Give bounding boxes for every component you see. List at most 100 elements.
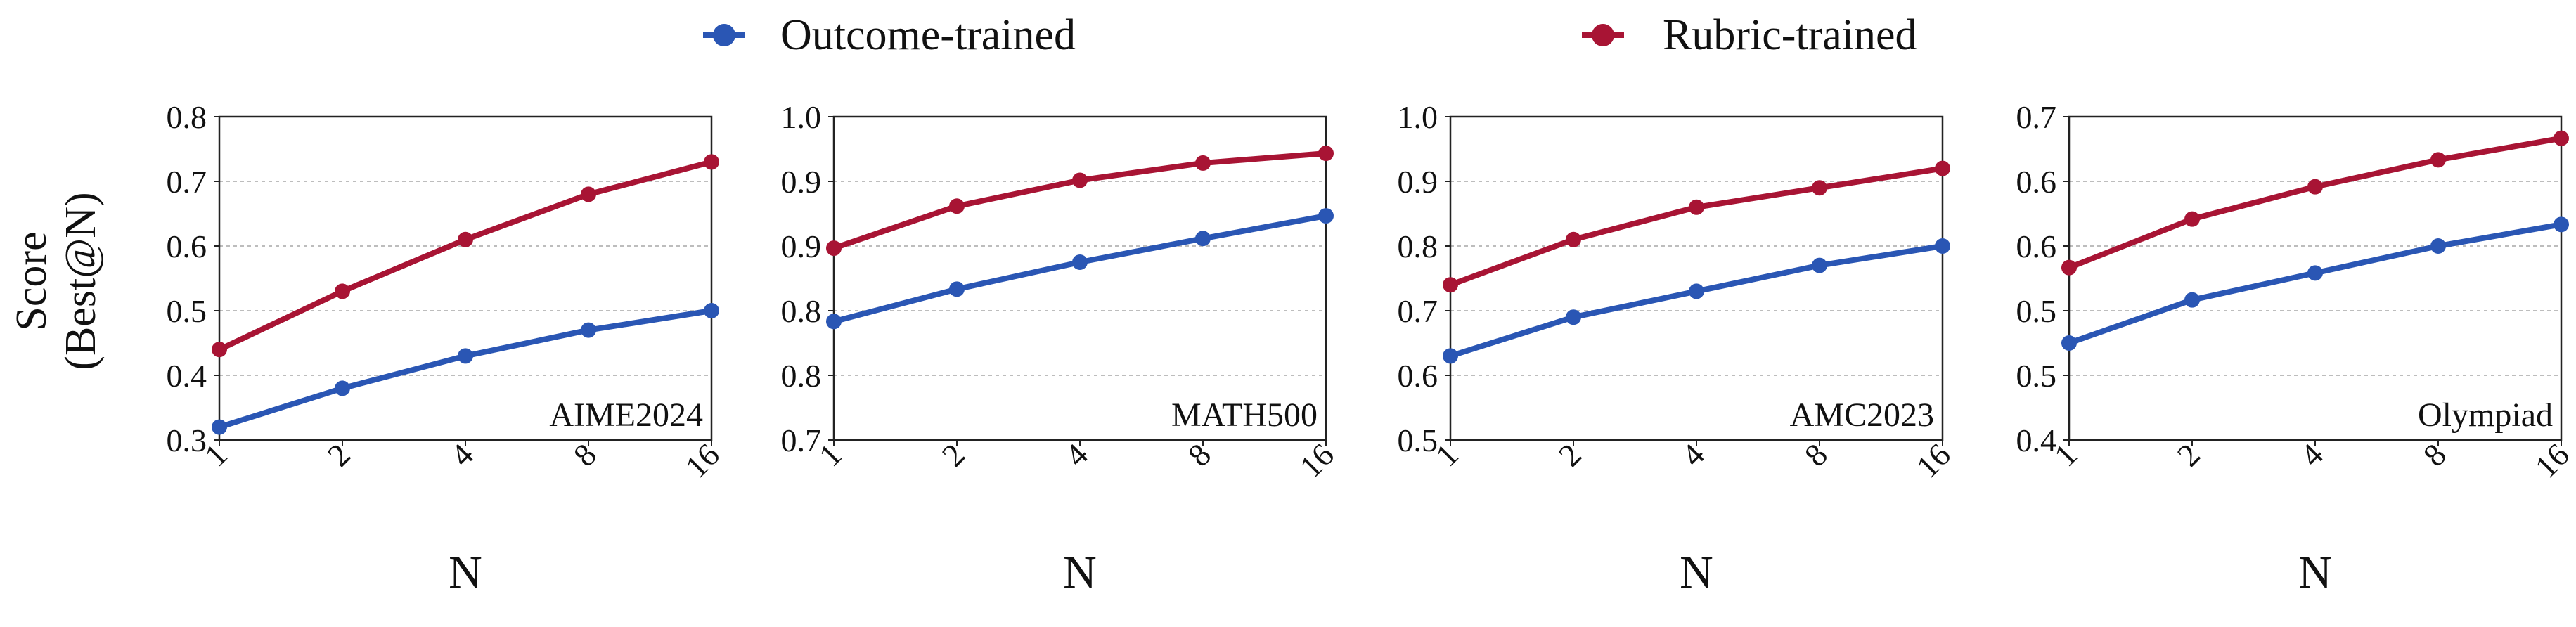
series-line-rubric [1448, 165, 1945, 288]
series-line-outcome [1448, 243, 1945, 359]
plot-frame [832, 115, 1327, 441]
y-tick-label: 0.9 [1398, 164, 1438, 200]
x-tick-label: 4 [1058, 437, 1095, 473]
y-tick-label: 0.5 [1398, 422, 1438, 458]
y-tick-label: 0.8 [781, 358, 822, 394]
y-tick-label: 0.7 [1398, 293, 1438, 329]
y-tick-label: 1.0 [781, 99, 822, 135]
x-tick-label: 8 [1181, 437, 1218, 473]
plot-frame [1449, 115, 1944, 441]
x-tick-label: 2 [1552, 437, 1588, 473]
y-tick-label: 0.5 [167, 293, 207, 329]
x-tick-label: 16 [1909, 437, 1957, 485]
plot-frame [218, 115, 713, 441]
data-point-rubric [2061, 259, 2077, 276]
data-point-outcome [2307, 265, 2323, 281]
legend-item-outcome: Outcome-trained [703, 11, 1076, 59]
data-point-outcome [826, 314, 842, 330]
y-tick-label: 0.6 [2016, 164, 2057, 200]
y-tick-label: 0.5 [2016, 358, 2057, 394]
y-tick-label: 0.8 [781, 293, 822, 329]
data-point-rubric [1689, 199, 1704, 215]
x-axis-title: N [449, 547, 482, 598]
data-point-rubric [1072, 172, 1088, 188]
data-point-rubric [2554, 130, 2569, 146]
legend-rubric-marker [1592, 24, 1614, 46]
y-tick-label: 0.5 [2016, 293, 2057, 329]
data-point-outcome [1195, 231, 1211, 247]
data-point-outcome [581, 322, 596, 338]
data-point-rubric [1195, 155, 1211, 171]
x-tick-label: 4 [2293, 437, 2330, 473]
panel-title: AMC2023 [1790, 396, 1934, 434]
x-axis-title: N [1063, 547, 1097, 598]
legend-outcome-label: Outcome-trained [780, 11, 1076, 59]
y-tick-label: 0.8 [1398, 228, 1438, 264]
panels: 0.30.40.50.60.70.81 2 4 8 16NAIME20240.70.80… [167, 99, 2576, 598]
x-tick-label: 2 [2170, 437, 2207, 473]
data-point-outcome [1935, 238, 1950, 254]
series-line-rubric [2066, 135, 2564, 271]
data-point-rubric [1566, 231, 1581, 247]
x-tick-label: 8 [567, 437, 603, 473]
y-tick-label: 0.4 [2016, 422, 2057, 458]
y-tick-label: 0.3 [167, 422, 207, 458]
data-point-outcome [1566, 309, 1581, 325]
data-point-outcome [212, 419, 227, 435]
x-axis-title: N [2298, 547, 2332, 598]
data-point-rubric [1443, 277, 1458, 293]
data-point-rubric [458, 231, 473, 247]
x-tick-label: 16 [678, 437, 726, 485]
legend-item-rubric: Rubric-trained [1582, 11, 1917, 59]
y-tick-label: 0.4 [167, 358, 207, 394]
data-point-outcome [949, 281, 965, 297]
x-tick-label: 4 [1675, 437, 1711, 473]
y-axis-title-line1: Score [8, 231, 56, 330]
y-axis-title-line2: (Best@N) [57, 192, 105, 370]
data-point-outcome [704, 303, 719, 318]
data-point-rubric [2184, 211, 2200, 227]
series-line-rubric [831, 150, 1329, 252]
x-axis-title: N [1680, 547, 1713, 598]
y-tick-label: 0.8 [167, 99, 207, 135]
y-tick-label: 1.0 [1398, 99, 1438, 135]
x-tick-label: 2 [935, 437, 972, 473]
legend: Outcome-trained Rubric-trained [703, 11, 1917, 59]
data-point-outcome [458, 348, 473, 364]
y-tick-label: 0.7 [781, 422, 822, 458]
data-point-outcome [2554, 216, 2569, 233]
data-point-rubric [335, 283, 350, 299]
y-tick-label: 0.6 [167, 228, 207, 264]
data-point-rubric [826, 240, 842, 257]
data-point-rubric [212, 342, 227, 358]
x-tick-label: 8 [2416, 437, 2453, 473]
data-point-outcome [1318, 208, 1334, 224]
data-point-outcome [1443, 348, 1458, 364]
data-point-rubric [581, 186, 596, 202]
data-point-rubric [704, 154, 719, 170]
data-point-outcome [1689, 283, 1704, 299]
x-tick-label: 2 [321, 437, 357, 473]
y-tick-label: 0.6 [1398, 358, 1438, 394]
x-tick-label: 4 [444, 437, 480, 473]
data-point-rubric [949, 198, 965, 214]
data-point-outcome [2430, 238, 2446, 254]
panel-title: Olympiad [2418, 396, 2553, 434]
data-point-outcome [2184, 292, 2200, 308]
x-tick-label: 8 [1798, 437, 1834, 473]
y-tick-label: 0.9 [781, 164, 822, 200]
x-tick-label: 16 [1292, 437, 1341, 485]
y-tick-label: 0.9 [781, 228, 822, 264]
x-tick-label: 16 [2527, 437, 2576, 485]
panel-title: MATH500 [1171, 396, 1318, 434]
y-tick-label: 0.7 [167, 164, 207, 200]
panel-title: AIME2024 [549, 396, 703, 434]
series-line-outcome [2066, 221, 2564, 346]
data-point-rubric [1318, 146, 1334, 162]
legend-outcome-marker [713, 24, 735, 46]
